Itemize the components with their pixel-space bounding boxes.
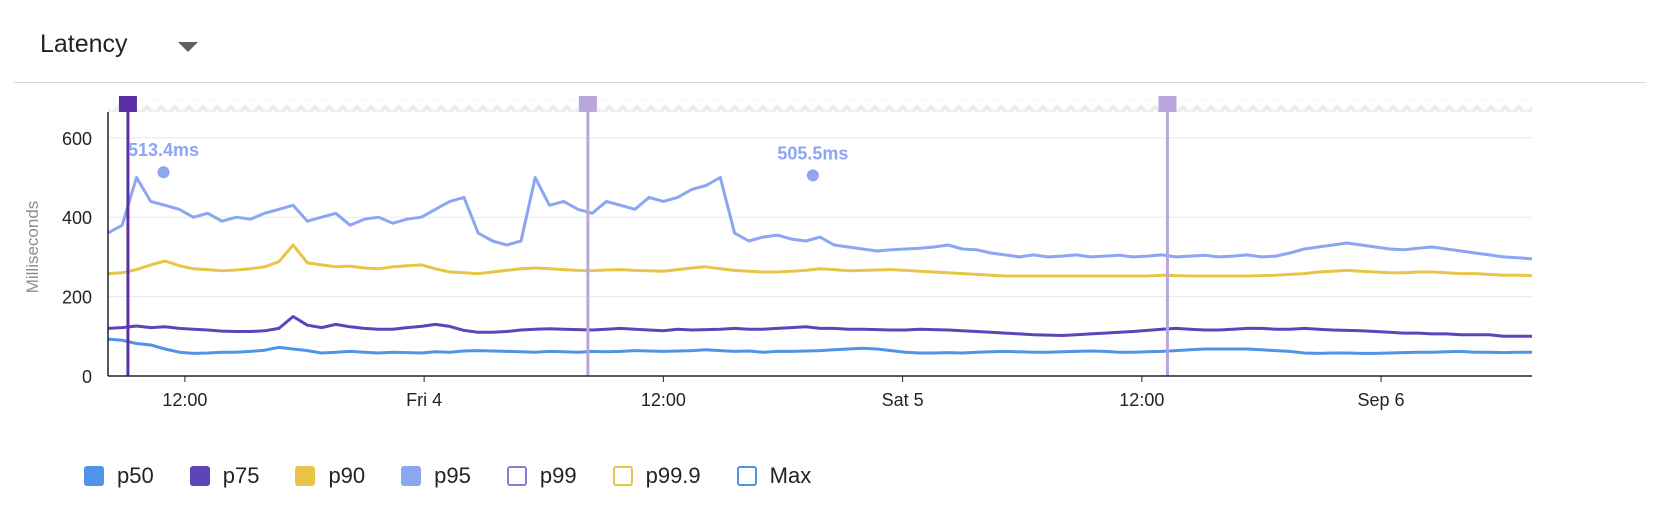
widget-header: Latency — [14, 0, 1646, 83]
legend-swatch — [189, 466, 210, 486]
legend-item-p90[interactable]: p90 — [295, 463, 365, 489]
legend-item-p99[interactable]: p99 — [506, 463, 577, 489]
y-tick-label: 600 — [62, 129, 92, 149]
legend-label: p99.9 — [645, 463, 701, 488]
peak-label: 513.4ms — [128, 140, 199, 160]
event-marker-flag[interactable] — [1158, 96, 1177, 112]
widget-title: Latency — [40, 30, 128, 58]
legend-label: p99 — [539, 463, 577, 488]
y-axis-label: Milliseconds — [23, 201, 42, 294]
latency-chart: 513.4ms 505.5ms 0 200 400 600 12:00 Fri 4 12:00… — [23, 96, 1533, 410]
legend-swatch — [612, 466, 633, 486]
x-tick-label: Fri 4 — [406, 390, 442, 410]
y-tick-label: 0 — [82, 367, 92, 387]
legend-item-p95[interactable]: p95 — [401, 463, 471, 489]
event-track — [108, 100, 1532, 112]
y-tick-label: 400 — [62, 208, 92, 228]
series-line-p75 — [107, 315, 1532, 338]
peak-point — [157, 166, 170, 179]
legend-swatch — [401, 466, 422, 486]
event-marker-flag[interactable] — [578, 96, 597, 112]
legend-label: Max — [769, 463, 812, 488]
peak-point — [806, 169, 819, 182]
legend-item-Max[interactable]: Max — [736, 463, 812, 489]
x-tick-label: 12:00 — [162, 390, 207, 410]
legend-label: p50 — [117, 463, 154, 488]
legend-label: p95 — [434, 463, 471, 488]
legend-item-p99-9[interactable]: p99.9 — [612, 463, 701, 489]
series-line-p50 — [107, 337, 1532, 355]
series-line-p95 — [107, 176, 1533, 261]
legend-label: p75 — [222, 463, 260, 488]
legend-swatch — [84, 466, 104, 486]
event-marker-flag[interactable] — [118, 96, 137, 112]
y-tick-label: 200 — [62, 288, 92, 308]
legend-item-p75[interactable]: p75 — [189, 463, 260, 489]
legend-swatch — [736, 466, 757, 486]
series-line-p90 — [107, 243, 1533, 278]
x-tick-label: 12:00 — [1119, 390, 1164, 410]
legend-swatch — [295, 466, 316, 486]
legend-label: p90 — [328, 463, 366, 488]
legend-item-p50[interactable]: p50 — [84, 463, 154, 489]
legend: p50 p75 p90 p95 p99 p99.9 Max — [84, 463, 847, 489]
x-tick-label: 12:00 — [641, 390, 686, 410]
x-tick-label: Sat 5 — [882, 390, 924, 410]
chevron-down-icon[interactable] — [178, 42, 198, 52]
legend-swatch — [506, 466, 527, 486]
peak-label: 505.5ms — [777, 143, 848, 163]
x-tick-label: Sep 6 — [1358, 390, 1405, 410]
